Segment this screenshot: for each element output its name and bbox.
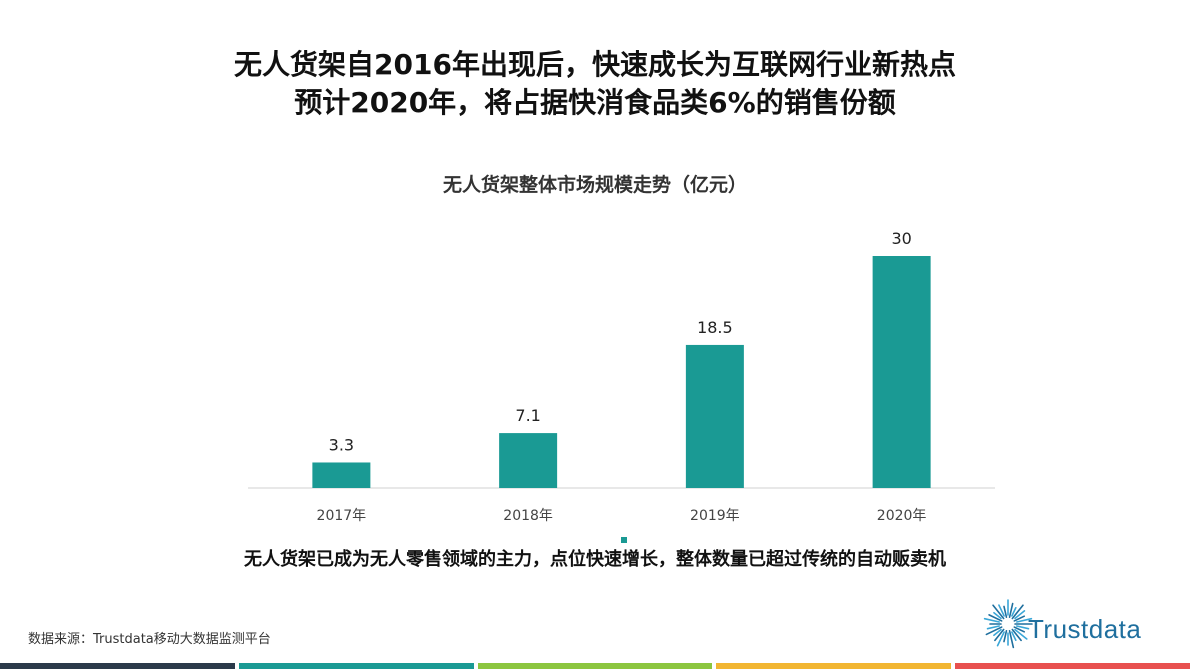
footer-segment-0 — [0, 663, 235, 669]
bullet-marker — [621, 537, 627, 543]
data-source: 数据来源：Trustdata移动大数据监测平台 — [28, 632, 271, 647]
footer-segment-1 — [238, 663, 474, 669]
x-tick-label-1: 2018年 — [503, 508, 553, 524]
bar-2 — [685, 344, 744, 488]
starburst-logo-icon — [983, 599, 1033, 649]
headline-line-2: 预计2020年，将占据快消食品类6%的销售份额 — [294, 86, 896, 119]
data-label-1: 7.1 — [515, 406, 540, 425]
bar-3 — [872, 256, 931, 488]
headline: 无人货架自2016年出现后，快速成长为互联网行业新热点 预计2020年，将占据快… — [0, 46, 1190, 122]
x-tick-label-3: 2020年 — [877, 508, 927, 524]
bar-0 — [312, 462, 371, 488]
data-label-2: 18.5 — [697, 318, 733, 337]
footer-segment-3 — [716, 663, 952, 669]
data-label-3: 30 — [891, 229, 911, 248]
chart-caption: 无人货架已成为无人零售领域的主力，点位快速增长，整体数量已超过传统的自动贩卖机 — [244, 549, 946, 570]
footer-segment-4 — [955, 663, 1190, 669]
x-tick-label-2: 2019年 — [690, 508, 740, 524]
headline-line-1: 无人货架自2016年出现后，快速成长为互联网行业新热点 — [234, 48, 956, 81]
footer-segment-2 — [477, 663, 713, 669]
logo-text: Trustdata — [1028, 614, 1142, 644]
bar-1 — [499, 433, 558, 488]
chart-title: 无人货架整体市场规模走势（亿元） — [442, 174, 747, 196]
footer-color-bar — [0, 663, 1190, 669]
data-label-0: 3.3 — [329, 435, 354, 454]
x-tick-label-0: 2017年 — [317, 508, 367, 524]
trustdata-logo: Trustdata — [978, 588, 1178, 658]
